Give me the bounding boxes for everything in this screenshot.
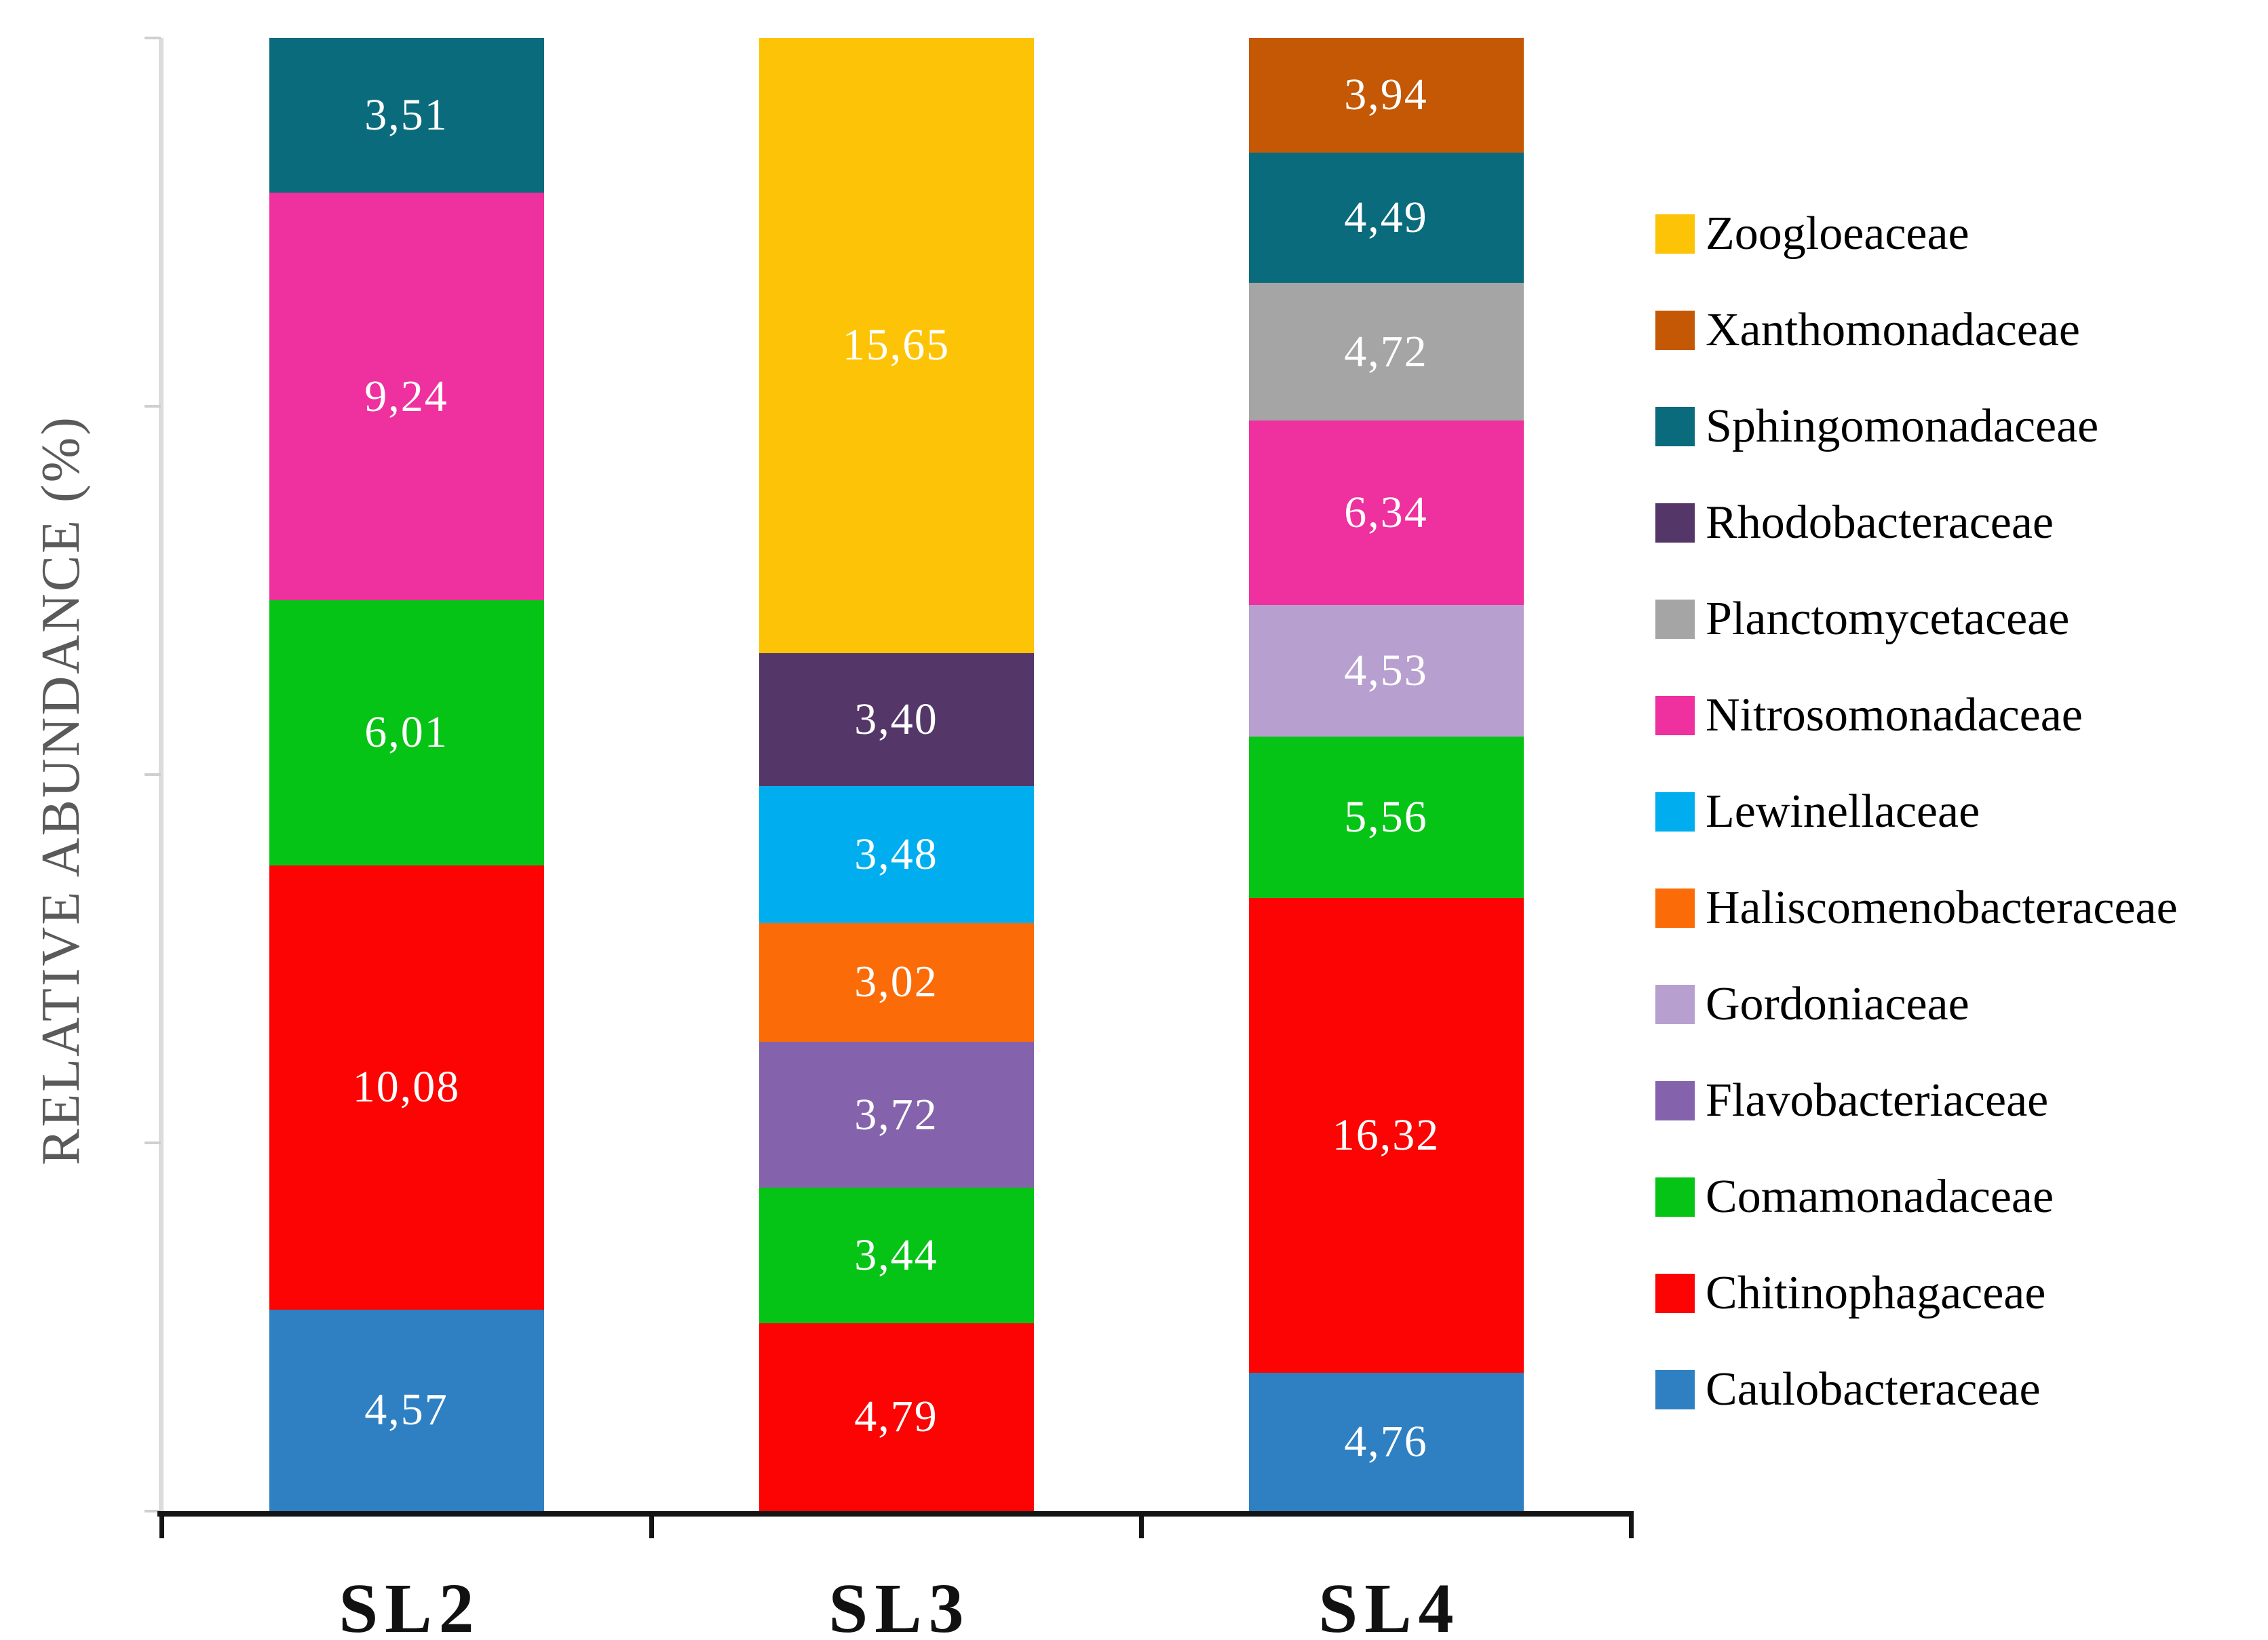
segment-value-label: 3,48: [854, 829, 938, 880]
segment-value-label: 4,76: [1344, 1416, 1428, 1466]
x-axis-line: [157, 1511, 1634, 1517]
legend-color-swatch-icon: [1655, 1177, 1695, 1217]
legend-label: Gordoniaceae: [1706, 978, 1969, 1030]
legend-label: Rhodobacteraceae: [1706, 496, 2054, 549]
legend-item-rhodobacteraceae: Rhodobacteraceae: [1655, 489, 2054, 557]
legend-item-xanthomonadaceae: Xanthomonadaceae: [1655, 296, 2080, 364]
bar-segment-chitinophagaceae: 10,08: [269, 865, 544, 1310]
legend-label: Caulobacteraceae: [1706, 1363, 2041, 1416]
legend-item-sphingomonadaceae: Sphingomonadaceae: [1655, 393, 2098, 461]
segment-value-label: 3,02: [854, 957, 938, 1007]
segment-value-label: 5,56: [1344, 792, 1428, 842]
segment-value-label: 6,01: [364, 707, 448, 758]
legend-item-chitinophagaceae: Chitinophagaceae: [1655, 1260, 2045, 1327]
y-axis-tick: [145, 1510, 161, 1512]
bar-segment-planctomycetaceae: 4,72: [1248, 283, 1524, 421]
bar-segment-comamonadaceae: 5,56: [1248, 736, 1524, 899]
bar-segment-comamonadaceae: 3,44: [758, 1188, 1034, 1323]
segment-value-label: 3,51: [364, 90, 448, 140]
segment-value-label: 3,44: [854, 1230, 938, 1280]
legend-label: Zoogloeaceae: [1706, 208, 1969, 260]
legend-color-swatch-icon: [1655, 985, 1695, 1024]
x-axis-tick: [159, 1511, 164, 1538]
legend-item-zoogloeaceae: Zoogloeaceae: [1655, 200, 1969, 268]
x-axis-label-sl4: SL4: [1318, 1569, 1461, 1640]
legend-item-lewinellaceae: Lewinellaceae: [1655, 778, 1980, 846]
bar-segment-nitrosomonadaceae: 6,34: [1248, 420, 1524, 605]
bar-segment-sphingomonadaceae: 3,51: [269, 38, 544, 193]
legend-color-swatch-icon: [1655, 889, 1695, 928]
x-axis-label-sl2: SL2: [339, 1569, 481, 1640]
bar-segment-caulobacteraceae: 4,76: [1248, 1372, 1524, 1511]
legend-color-swatch-icon: [1655, 311, 1695, 350]
legend-item-haliscomenobacteraceae: Haliscomenobacteraceae: [1655, 874, 2178, 942]
bar-segment-rhodobacteraceae: 3,40: [758, 652, 1034, 787]
bar-segment-sphingomonadaceae: 4,49: [1248, 152, 1524, 284]
legend-color-swatch-icon: [1655, 503, 1695, 543]
legend-color-swatch-icon: [1655, 1081, 1695, 1120]
legend-color-swatch-icon: [1655, 1274, 1695, 1313]
segment-value-label: 15,65: [842, 320, 950, 370]
stacked-bar-sl2: 4,57 10,08 6,01 9,24 3,51: [269, 38, 544, 1511]
bar-segment-chitinophagaceae: 16,32: [1248, 898, 1524, 1373]
legend-item-planctomycetaceae: Planctomycetaceae: [1655, 585, 2069, 653]
y-axis-tick: [145, 405, 161, 408]
y-axis-title: RELATIVE ABUNDANCE (%): [31, 415, 91, 1165]
legend-color-swatch-icon: [1655, 696, 1695, 735]
y-axis-tick: [145, 1141, 161, 1144]
x-axis-label-sl3: SL3: [828, 1569, 971, 1640]
segment-value-label: 4,79: [854, 1392, 938, 1442]
legend-color-swatch-icon: [1655, 407, 1695, 446]
segment-value-label: 4,72: [1344, 326, 1428, 376]
legend-label: Flavobacteriaceae: [1706, 1074, 2049, 1127]
legend-color-swatch-icon: [1655, 1370, 1695, 1409]
legend-label: Nitrosomonadaceae: [1706, 689, 2083, 741]
segment-value-label: 3,40: [854, 694, 938, 744]
bar-segment-nitrosomonadaceae: 9,24: [269, 193, 544, 600]
legend-item-comamonadaceae: Comamonadaceae: [1655, 1163, 2054, 1231]
bar-segment-gordoniaceae: 4,53: [1248, 604, 1524, 737]
legend-color-swatch-icon: [1655, 214, 1695, 254]
segment-value-label: 3,72: [854, 1089, 938, 1139]
x-axis-tick: [1629, 1511, 1634, 1538]
stacked-bar-sl4: 4,76 16,32 5,56 4,53 6,34 4,72 4,49 3,94: [1248, 38, 1524, 1511]
segment-value-label: 16,32: [1332, 1110, 1440, 1160]
segment-value-label: 3,94: [1344, 70, 1428, 120]
segment-value-label: 9,24: [364, 371, 448, 421]
legend-label: Xanthomonadaceae: [1706, 304, 2080, 356]
bar-segment-lewinellaceae: 3,48: [758, 786, 1034, 923]
legend-item-flavobacteriaceae: Flavobacteriaceae: [1655, 1067, 2048, 1135]
segment-value-label: 4,53: [1344, 645, 1428, 695]
segment-value-label: 4,57: [364, 1385, 448, 1435]
legend-label: Sphingomonadaceae: [1706, 400, 2099, 452]
x-axis-tick: [649, 1511, 654, 1538]
legend-label: Comamonadaceae: [1706, 1171, 2054, 1223]
stacked-bar-sl3: 4,79 3,44 3,72 3,02 3,48 3,40 15,65: [758, 38, 1034, 1511]
legend-color-swatch-icon: [1655, 600, 1695, 639]
legend-label: Planctomycetaceae: [1706, 593, 2070, 645]
bar-segment-flavobacteriaceae: 3,72: [758, 1041, 1034, 1188]
y-axis-tick: [145, 773, 161, 776]
segment-value-label: 6,34: [1344, 487, 1428, 537]
x-axis-tick: [1139, 1511, 1144, 1538]
legend-item-caulobacteraceae: Caulobacteraceae: [1655, 1356, 2041, 1424]
bar-segment-haliscomenobacteraceae: 3,02: [758, 922, 1034, 1042]
y-axis-tick: [145, 37, 161, 39]
bar-segment-comamonadaceae: 6,01: [269, 600, 544, 865]
legend-label: Chitinophagaceae: [1706, 1267, 2046, 1319]
segment-value-label: 4,49: [1344, 193, 1428, 243]
legend-item-nitrosomonadaceae: Nitrosomonadaceae: [1655, 682, 2083, 749]
bar-segment-xanthomonadaceae: 3,94: [1248, 38, 1524, 153]
legend-label: Haliscomenobacteraceae: [1706, 882, 2178, 934]
legend-label: Lewinellaceae: [1706, 785, 1980, 838]
segment-value-label: 10,08: [352, 1062, 461, 1112]
bar-segment-chitinophagaceae: 4,79: [758, 1323, 1034, 1511]
legend-color-swatch-icon: [1655, 792, 1695, 832]
bar-segment-caulobacteraceae: 4,57: [269, 1309, 544, 1511]
bar-segment-zoogloeaceae: 15,65: [758, 38, 1034, 653]
legend-item-gordoniaceae: Gordoniaceae: [1655, 971, 1969, 1038]
y-axis-line: [159, 38, 164, 1511]
